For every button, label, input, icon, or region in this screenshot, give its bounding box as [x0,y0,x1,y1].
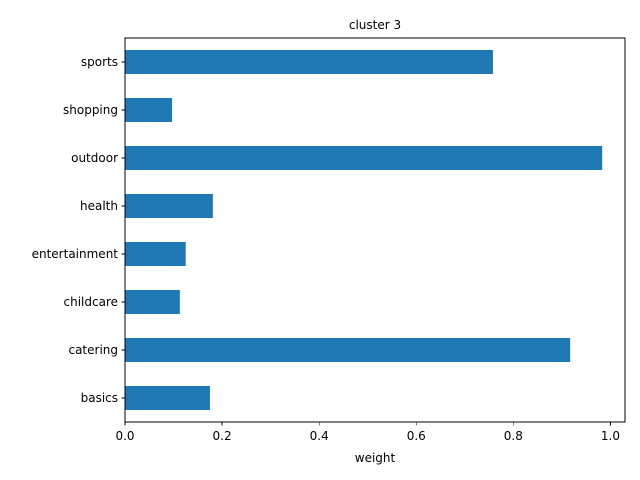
y-tick-label-basics: basics [81,391,118,405]
bar-catering [125,338,571,362]
y-tick-label-shopping: shopping [63,103,118,117]
y-tick-label-health: health [80,199,118,213]
bar-childcare [125,290,180,314]
bar-shopping [125,98,173,122]
bar-entertainment [125,242,186,266]
bar-sports [125,50,493,74]
y-tick-label-childcare: childcare [64,295,119,309]
x-tick-label-5: 1.0 [601,429,620,443]
y-tick-label-outdoor: outdoor [71,151,118,165]
x-tick-label-0: 0.0 [115,429,134,443]
bar-outdoor [125,146,603,170]
axes-frame [124,37,626,423]
bar-health [125,194,213,218]
plot-area: basics catering childcare entertainment heal… [32,37,626,443]
x-tick-label-2: 0.4 [310,429,329,443]
y-tick-label-catering: catering [68,343,118,357]
y-tick-label-sports: sports [81,55,118,69]
x-tick-label-1: 0.2 [213,429,232,443]
y-tick-label-entertainment: entertainment [32,247,119,261]
x-tick-label-4: 0.8 [504,429,523,443]
chart-title: cluster 3 [349,18,401,32]
x-tick-label-3: 0.6 [407,429,426,443]
x-axis-label: weight [355,451,396,465]
bar-basics [125,386,210,410]
